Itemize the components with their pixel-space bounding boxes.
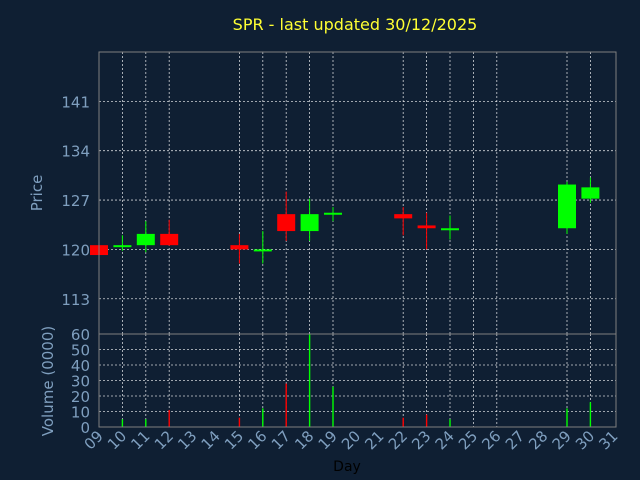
candle-body	[300, 214, 319, 232]
volume-y-tick-label: 10	[71, 404, 90, 422]
volume-y-tick-label: 30	[71, 373, 90, 391]
x-tick-label: 19	[315, 427, 341, 453]
volume-bar	[145, 419, 147, 427]
volume-bar	[589, 402, 592, 427]
price-candles	[90, 177, 600, 264]
volume-bar	[449, 419, 451, 427]
x-tick-label: 17	[268, 427, 294, 453]
volume-y-tick-label: 40	[71, 357, 90, 375]
candle-body	[230, 245, 249, 250]
volume-y-tick-label: 20	[71, 388, 90, 406]
x-tick-label: 27	[502, 427, 528, 453]
price-y-tick-labels: 113 120 127 134 141	[61, 93, 90, 308]
candle-body	[441, 228, 459, 231]
volume-bar	[425, 414, 428, 427]
candle	[253, 231, 272, 264]
candle-body	[160, 233, 179, 246]
candle-body	[113, 245, 132, 248]
volume-bar	[402, 417, 404, 427]
candle-body	[324, 212, 342, 215]
volume-bar	[566, 408, 568, 427]
candle	[441, 215, 459, 240]
price-axis-label: Price	[28, 175, 46, 212]
candle	[558, 181, 576, 234]
x-tick-label: 16	[244, 427, 270, 453]
volume-bar	[285, 383, 287, 427]
x-tick-labels: 0910111213141516171819202122232425262728…	[81, 427, 622, 453]
volume-plot-frame	[98, 333, 617, 428]
candle-body	[277, 214, 296, 232]
x-tick-label: 11	[127, 427, 153, 453]
x-tick-label: 26	[478, 427, 504, 453]
x-tick-label: 28	[525, 427, 551, 453]
candle	[417, 212, 436, 250]
x-tick-label: 13	[174, 427, 200, 453]
volume-axis-label: Volume (0000)	[39, 326, 57, 436]
x-tick-label: 12	[151, 427, 177, 453]
chart-title: SPR - last updated 30/12/2025	[233, 15, 478, 34]
volume-bar	[238, 417, 241, 427]
candle	[324, 207, 342, 222]
price-y-tick-label: 113	[61, 291, 90, 309]
candle	[113, 235, 132, 251]
volume-y-tick-label: 50	[71, 342, 90, 360]
x-tick-label: 30	[572, 427, 598, 453]
volume-bar	[262, 408, 264, 427]
volume-bars	[121, 334, 592, 427]
x-tick-label: 24	[432, 427, 458, 453]
candle-body	[581, 187, 600, 199]
x-tick-label: 18	[291, 427, 317, 453]
x-tick-label: 14	[198, 427, 224, 453]
candle-body	[558, 184, 576, 229]
x-tick-label: 29	[549, 427, 575, 453]
candle	[581, 177, 600, 203]
volume-gridlines	[99, 333, 616, 428]
price-y-tick-label: 127	[61, 192, 90, 210]
x-tick-label: 20	[338, 427, 364, 453]
price-y-tick-label: 120	[61, 241, 90, 259]
x-axis-label: Day	[333, 459, 361, 475]
price-panel: 113 120 127 134 141 Price	[28, 51, 617, 335]
volume-bar	[332, 386, 334, 427]
candle-body	[394, 214, 413, 219]
x-tick-label: 21	[361, 427, 387, 453]
x-tick-label: 10	[104, 427, 130, 453]
candle	[300, 198, 319, 241]
volume-bar	[168, 409, 170, 427]
price-y-tick-label: 134	[61, 143, 90, 161]
x-tick-label: 31	[595, 427, 621, 453]
price-y-tick-label: 141	[61, 93, 90, 111]
x-tick-label: 23	[408, 427, 434, 453]
candle	[277, 191, 296, 241]
candle	[394, 207, 413, 236]
candle-body	[136, 233, 155, 246]
x-tick-label: 15	[221, 427, 247, 453]
volume-y-tick-label: 60	[71, 326, 90, 344]
candle	[136, 221, 155, 253]
candle-body	[253, 249, 272, 252]
x-tick-label: 22	[385, 427, 411, 453]
x-tick-label: 25	[455, 427, 481, 453]
price-plot-frame	[98, 51, 617, 335]
candle	[230, 233, 249, 264]
candle	[160, 219, 179, 246]
price-gridlines	[99, 52, 616, 334]
volume-bar	[121, 419, 124, 427]
candle-body	[417, 225, 436, 229]
volume-bar	[308, 334, 311, 427]
volume-y-tick-label: 0	[80, 419, 90, 437]
